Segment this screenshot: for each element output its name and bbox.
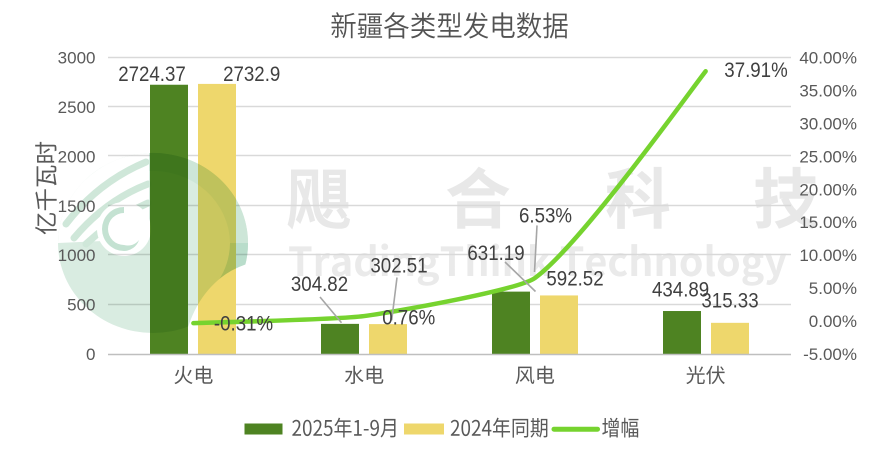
- svg-text:25.00%: 25.00%: [799, 147, 857, 166]
- svg-text:20.00%: 20.00%: [799, 180, 857, 199]
- svg-text:2500: 2500: [58, 98, 96, 117]
- svg-text:315.33: 315.33: [701, 289, 758, 312]
- svg-text:2000: 2000: [58, 147, 96, 166]
- svg-text:6.53%: 6.53%: [519, 204, 572, 227]
- svg-text:37.91%: 37.91%: [724, 59, 787, 82]
- svg-text:-5.00%: -5.00%: [803, 345, 857, 364]
- svg-text:-0.31%: -0.31%: [214, 312, 273, 335]
- svg-text:434.89: 434.89: [652, 278, 709, 301]
- svg-text:0.76%: 0.76%: [382, 306, 435, 329]
- svg-text:10.00%: 10.00%: [799, 246, 857, 265]
- svg-text:3000: 3000: [58, 49, 96, 68]
- svg-text:500: 500: [67, 296, 95, 315]
- svg-text:2732.9: 2732.9: [223, 63, 280, 86]
- svg-text:302.51: 302.51: [370, 254, 427, 277]
- svg-text:0.00%: 0.00%: [809, 312, 857, 331]
- svg-text:15.00%: 15.00%: [799, 213, 857, 232]
- svg-text:1500: 1500: [58, 197, 96, 216]
- svg-text:304.82: 304.82: [291, 273, 348, 296]
- svg-text:631.19: 631.19: [467, 242, 524, 265]
- svg-text:5.00%: 5.00%: [809, 279, 857, 298]
- svg-text:1000: 1000: [58, 246, 96, 265]
- svg-text:592.52: 592.52: [546, 267, 603, 290]
- svg-text:35.00%: 35.00%: [799, 81, 857, 100]
- svg-text:0: 0: [86, 345, 95, 364]
- svg-text:30.00%: 30.00%: [799, 114, 857, 133]
- svg-text:40.00%: 40.00%: [799, 49, 857, 68]
- svg-text:2724.37: 2724.37: [118, 63, 186, 86]
